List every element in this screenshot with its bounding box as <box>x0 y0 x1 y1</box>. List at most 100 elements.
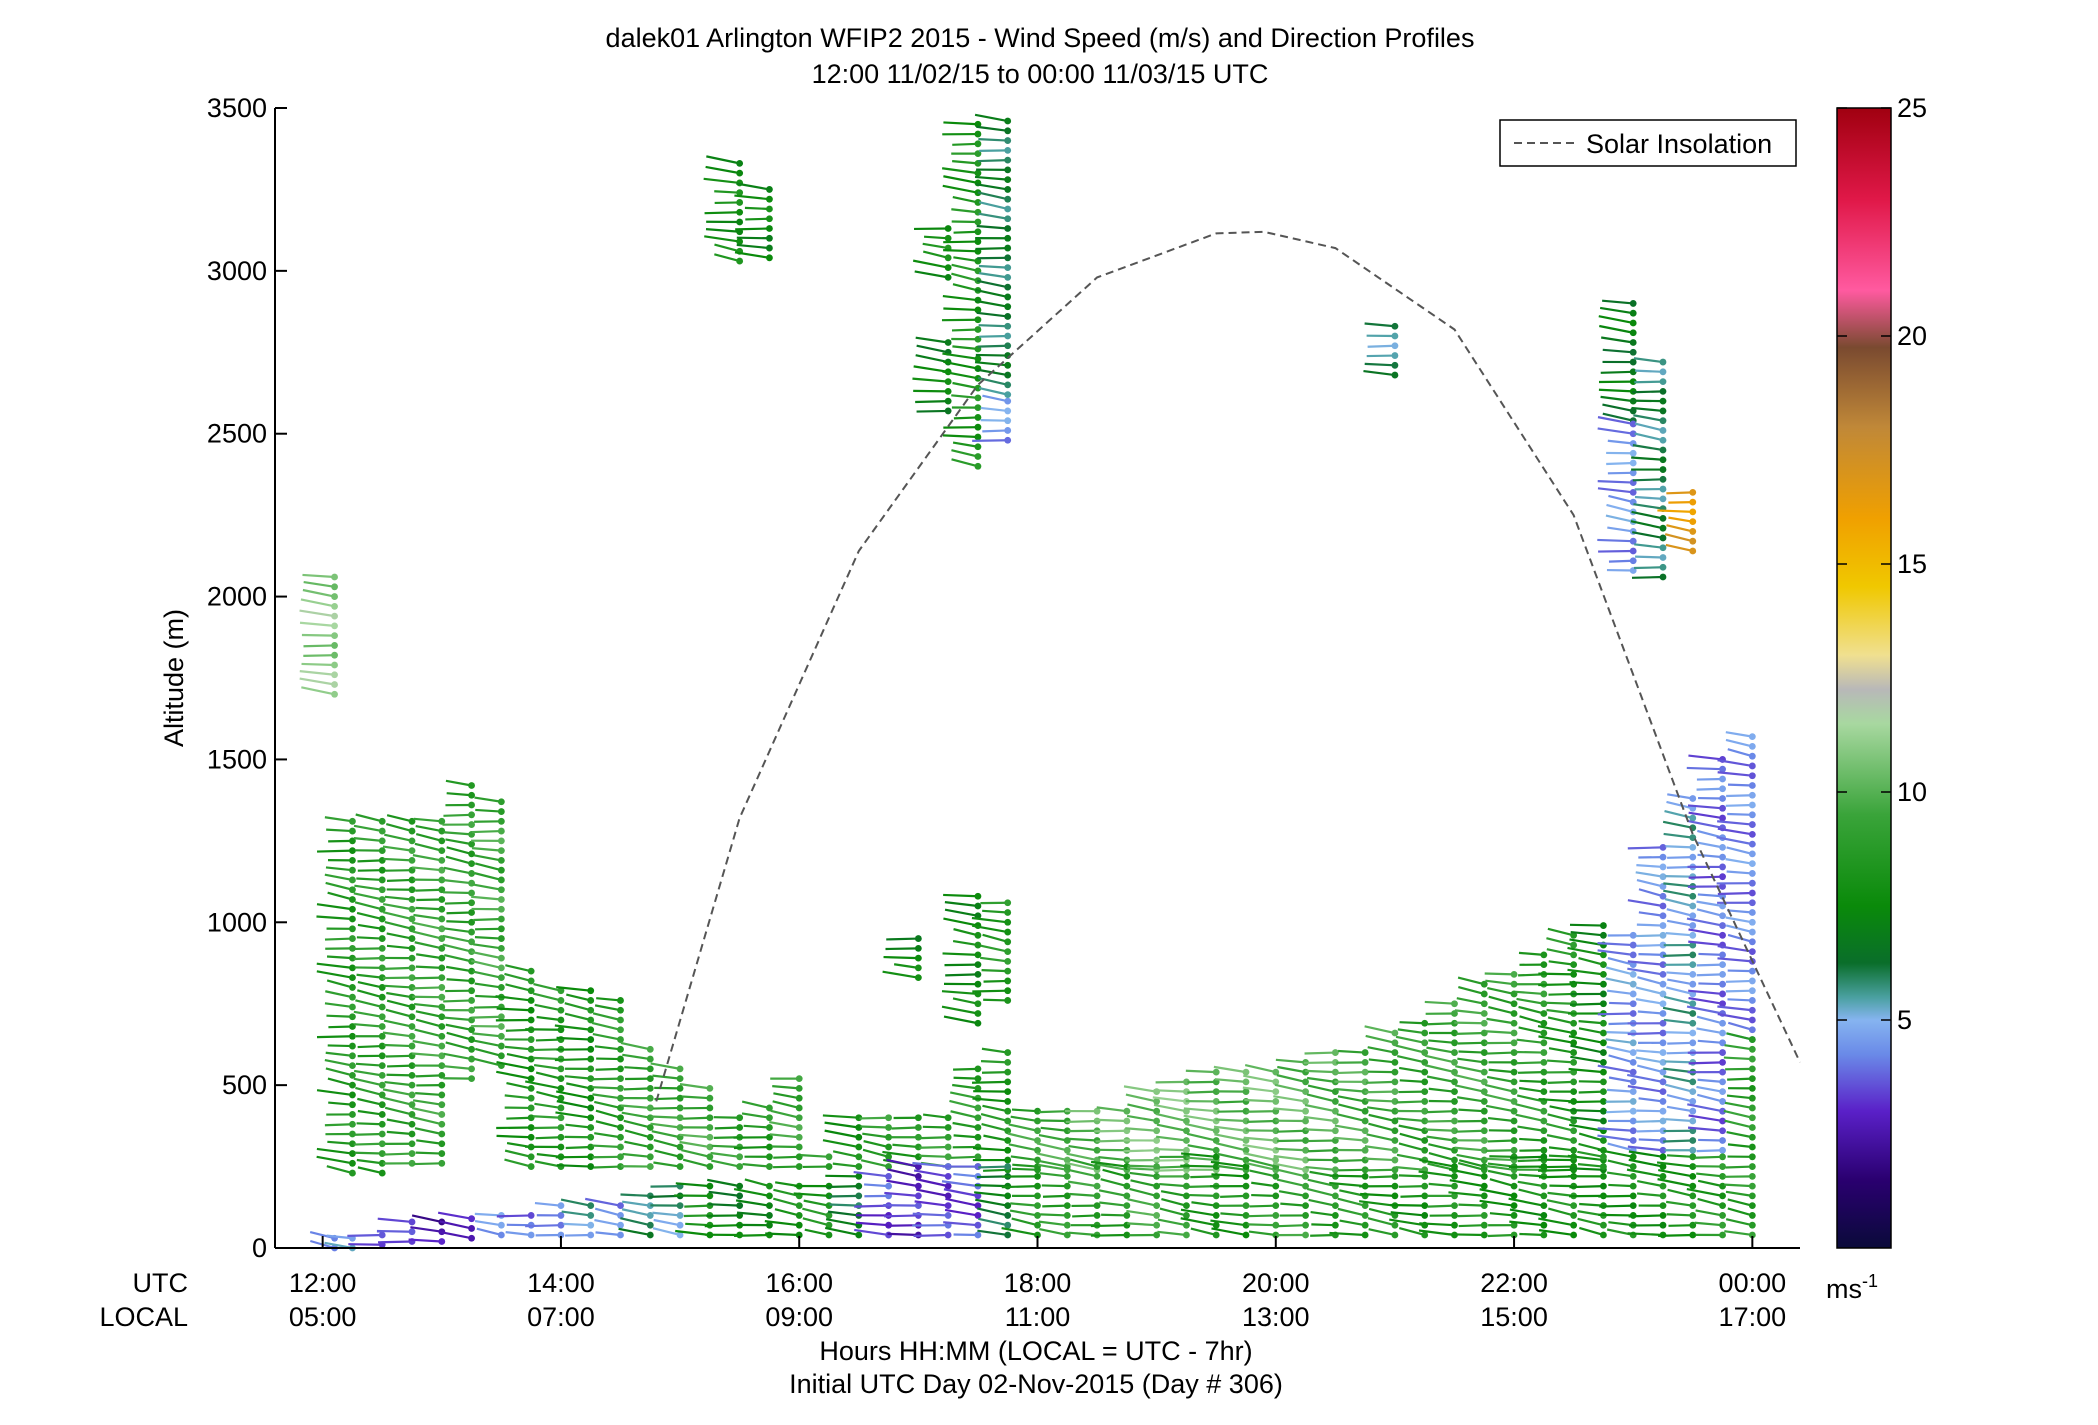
wind-barb <box>1399 1132 1429 1144</box>
wind-barb <box>382 902 416 913</box>
wind-barb <box>977 279 1012 291</box>
wind-barb <box>1101 1212 1131 1219</box>
wind-barb <box>1336 1058 1369 1066</box>
wind-barb <box>324 873 356 884</box>
wind-barb <box>975 288 1012 301</box>
wind-barb <box>980 406 1012 415</box>
wind-barb <box>303 642 338 649</box>
wind-barb <box>1726 1032 1756 1043</box>
wind-barb <box>1456 1096 1488 1105</box>
wind-barb <box>301 632 338 640</box>
colorbar-tick-label: 15 <box>1897 549 1927 579</box>
wind-barb <box>1599 306 1637 317</box>
wind-barb <box>357 866 386 874</box>
wind-barb <box>1546 948 1578 959</box>
wind-barb <box>1608 1054 1637 1066</box>
wind-barb <box>1717 771 1756 780</box>
wind-barb <box>980 956 1012 965</box>
wind-barb <box>1724 1119 1756 1131</box>
wind-barb <box>1365 1034 1399 1047</box>
wind-barb <box>1666 919 1697 929</box>
wind-barb <box>593 1163 624 1170</box>
wind-barb <box>1187 1144 1220 1154</box>
wind-barb <box>1666 971 1697 978</box>
wind-barb <box>564 1002 595 1014</box>
wind-barb <box>594 1004 624 1014</box>
wind-barb <box>353 892 386 903</box>
wind-barb <box>1280 1202 1309 1210</box>
wind-barb <box>883 1202 922 1210</box>
wind-barb <box>1303 1115 1339 1125</box>
wind-barb <box>383 1150 416 1157</box>
wind-barb <box>1717 889 1756 897</box>
wind-barb <box>733 1187 773 1200</box>
wind-barb <box>736 243 773 252</box>
wind-barb <box>445 1023 475 1034</box>
wind-barb <box>741 1112 773 1122</box>
wind-barb <box>1516 1038 1548 1047</box>
wind-barb <box>412 866 446 874</box>
wind-barb <box>1698 951 1726 959</box>
wind-barb <box>1068 1144 1101 1154</box>
wind-barb <box>386 1118 416 1128</box>
wind-barb <box>299 621 338 630</box>
wind-barb <box>1129 1171 1161 1180</box>
wind-barb <box>1725 801 1756 809</box>
wind-barb <box>445 801 475 809</box>
wind-barb <box>1395 1035 1429 1047</box>
wind-barb <box>653 1138 684 1151</box>
wind-barb <box>1726 791 1756 799</box>
wind-barb <box>953 414 982 421</box>
wind-barb <box>942 433 982 441</box>
wind-barb <box>1631 406 1667 415</box>
wind-barb <box>972 1156 1012 1164</box>
wind-barb <box>1687 863 1726 871</box>
y-tick-label: 1500 <box>207 744 267 774</box>
wind-barb <box>916 407 952 415</box>
wind-barb <box>1157 1230 1190 1239</box>
wind-barb <box>1636 922 1667 929</box>
wind-barb <box>1698 1137 1726 1144</box>
wind-barb <box>593 1075 624 1083</box>
wind-barb <box>1154 1146 1190 1154</box>
wind-barb <box>620 1104 654 1112</box>
wind-barb <box>922 1113 952 1122</box>
wind-barb <box>1157 1172 1190 1180</box>
wind-barb <box>981 1047 1012 1056</box>
wind-barb <box>408 1238 446 1245</box>
wind-barb <box>743 1124 773 1131</box>
wind-barb <box>1038 1134 1071 1144</box>
wind-barb <box>1365 1078 1399 1086</box>
wind-barb <box>1398 1182 1429 1190</box>
wind-barb <box>316 903 356 913</box>
chart-title: dalek01 Arlington WFIP2 2015 - Wind Spee… <box>606 23 1475 53</box>
wind-barb <box>556 1163 595 1170</box>
wind-barb <box>1634 543 1667 552</box>
wind-barb <box>1635 986 1667 998</box>
wind-barb <box>623 1085 654 1092</box>
wind-barb <box>951 404 982 412</box>
wind-barb <box>1457 1117 1488 1125</box>
wind-barb <box>383 857 416 864</box>
wind-barb <box>1696 1172 1726 1180</box>
wind-barb <box>1632 475 1667 483</box>
wind-barb <box>771 1143 803 1151</box>
wind-barb <box>714 1124 744 1131</box>
wind-barb <box>1126 1114 1161 1125</box>
wind-barb <box>1424 1054 1458 1066</box>
wind-barb <box>744 1153 773 1161</box>
wind-barb <box>442 889 475 897</box>
wind-barb <box>1598 315 1637 327</box>
wind-barb <box>411 921 446 933</box>
wind-barb <box>1696 1015 1726 1027</box>
wind-barb <box>913 387 952 395</box>
wind-barb <box>922 250 952 262</box>
wind-barb <box>1367 1068 1399 1076</box>
wind-barb <box>1698 795 1726 802</box>
wind-barb <box>376 1228 416 1236</box>
wind-barb <box>1129 1231 1161 1239</box>
wind-barb <box>982 394 1012 405</box>
wind-barb <box>1242 1086 1280 1096</box>
x-tick-label-local: 11:00 <box>1005 1302 1071 1332</box>
wind-barb <box>1665 1029 1697 1037</box>
